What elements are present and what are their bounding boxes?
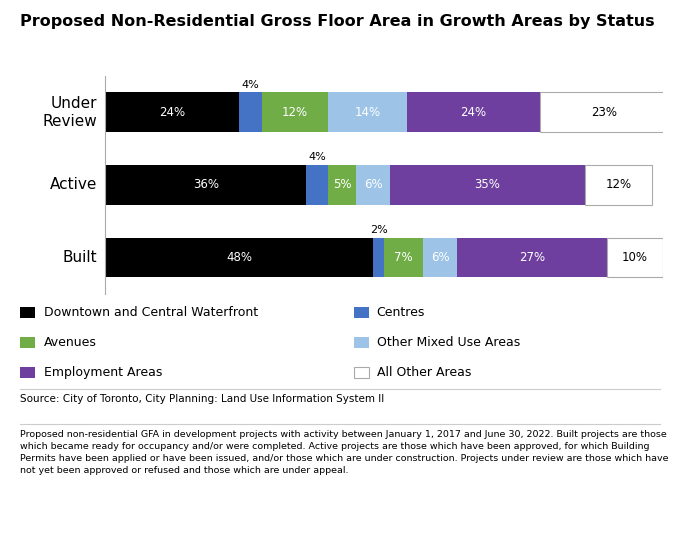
Text: 36%: 36% (192, 178, 219, 191)
Text: 4%: 4% (241, 79, 259, 90)
Bar (328, 165, 356, 205)
Bar (585, 165, 652, 205)
Bar (356, 165, 390, 205)
Bar (407, 92, 541, 132)
Text: 6%: 6% (430, 251, 449, 264)
Text: Other Mixed Use Areas: Other Mixed Use Areas (377, 336, 520, 349)
Bar (105, 238, 373, 277)
Text: 27%: 27% (519, 251, 545, 264)
Text: 48%: 48% (226, 251, 252, 264)
Text: 6%: 6% (364, 178, 382, 191)
Bar (384, 238, 423, 277)
Text: 7%: 7% (394, 251, 413, 264)
Text: Employment Areas: Employment Areas (44, 366, 162, 379)
Text: 12%: 12% (282, 106, 308, 119)
Text: 10%: 10% (622, 251, 648, 264)
Text: 24%: 24% (460, 106, 486, 119)
Text: 12%: 12% (605, 178, 632, 191)
Bar (457, 238, 607, 277)
Text: All Other Areas: All Other Areas (377, 366, 471, 379)
Text: 2%: 2% (370, 225, 388, 234)
Text: 14%: 14% (354, 106, 381, 119)
Text: Proposed Non-Residential Gross Floor Area in Growth Areas by Status: Proposed Non-Residential Gross Floor Are… (20, 14, 655, 29)
Text: Centres: Centres (377, 306, 425, 319)
Bar (390, 165, 585, 205)
Bar (105, 92, 239, 132)
Text: Avenues: Avenues (44, 336, 97, 349)
Text: 24%: 24% (159, 106, 186, 119)
Bar (306, 165, 328, 205)
Text: Downtown and Central Waterfront: Downtown and Central Waterfront (44, 306, 258, 319)
Bar (328, 92, 407, 132)
Text: 4%: 4% (309, 152, 326, 162)
Bar (262, 92, 328, 132)
Text: 35%: 35% (475, 178, 500, 191)
Bar (607, 238, 663, 277)
Text: 5%: 5% (333, 178, 352, 191)
Text: Source: City of Toronto, City Planning: Land Use Information System II: Source: City of Toronto, City Planning: … (20, 394, 385, 404)
Text: 23%: 23% (592, 106, 617, 119)
Bar (541, 92, 668, 132)
Bar (239, 92, 262, 132)
Bar (105, 165, 306, 205)
Bar (423, 238, 457, 277)
Text: Proposed non-residential GFA in development projects with activity between Janua: Proposed non-residential GFA in developm… (20, 430, 669, 475)
Bar (373, 238, 384, 277)
